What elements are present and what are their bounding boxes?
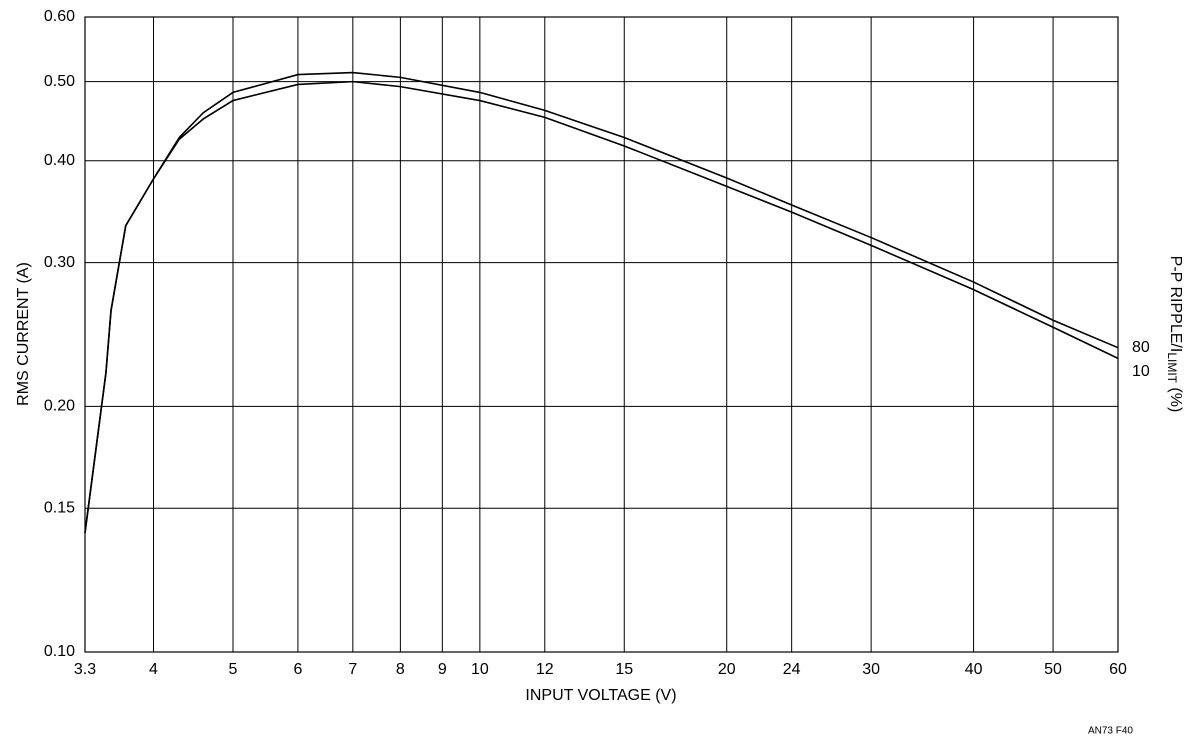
figure-note: AN73 F40 [1088,726,1133,737]
x-tick-label: 15 [615,661,633,678]
y-tick-label: 0.10 [44,643,75,660]
x-tick-label: 6 [293,661,302,678]
legend-label: 80 [1132,339,1150,356]
x-tick-label: 60 [1109,661,1127,678]
x-axis-label: INPUT VOLTAGE (V) [525,687,676,704]
x-tick-label: 20 [718,661,736,678]
series-line [84,71,1119,533]
x-tick-label: 8 [396,661,405,678]
plot-frame [84,16,1119,653]
x-tick-label: 12 [536,661,554,678]
y-tick-label: 0.20 [44,398,75,415]
legend-title-text: P-P RIPPLE/I [1167,256,1184,353]
legend-title: P-P RIPPLE/ILIMIT (%) [1165,256,1184,413]
y-tick-label: 0.60 [44,8,75,25]
y-tick-label: 0.15 [44,500,75,517]
legend-title-subscript: LIMIT [1165,352,1179,383]
x-tick-label: 4 [149,661,158,678]
x-tick-label: 5 [229,661,238,678]
x-tick-label: 30 [862,661,880,678]
legend-title-text: (%) [1167,383,1184,412]
y-tick-label: 0.50 [44,73,75,90]
x-tick-label: 7 [348,661,357,678]
x-tick-label: 9 [438,661,447,678]
x-tick-label: 10 [471,661,489,678]
y-axis-label: RMS CURRENT (A) [15,262,32,406]
series-line [84,80,1119,533]
x-tick-label: 40 [965,661,983,678]
x-tick-label: 3.3 [74,661,96,678]
y-tick-label: 0.40 [44,152,75,169]
legend-label: 10 [1132,363,1150,380]
x-tick-label: 50 [1044,661,1062,678]
x-tick-label: 24 [783,661,801,678]
y-tick-label: 0.30 [44,254,75,271]
